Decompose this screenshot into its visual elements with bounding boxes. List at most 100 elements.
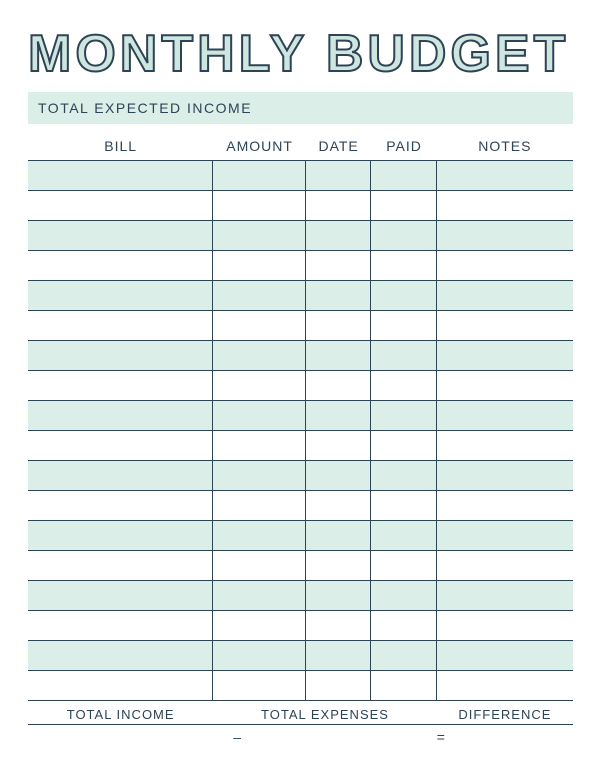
table-cell[interactable] — [371, 491, 436, 520]
table-cell[interactable] — [213, 491, 306, 520]
table-cell[interactable] — [28, 521, 213, 550]
table-cell[interactable] — [28, 401, 213, 430]
table-cell[interactable] — [28, 641, 213, 670]
table-cell[interactable] — [437, 221, 573, 250]
table-cell[interactable] — [28, 191, 213, 220]
table-cell[interactable] — [213, 341, 306, 370]
table-cell[interactable] — [306, 401, 371, 430]
table-cell[interactable] — [306, 581, 371, 610]
footer-op-minus: – — [213, 725, 436, 749]
table-cell[interactable] — [306, 431, 371, 460]
table-cell[interactable] — [437, 251, 573, 280]
table-cell[interactable] — [306, 521, 371, 550]
table-cell[interactable] — [213, 521, 306, 550]
table-cell[interactable] — [306, 161, 371, 190]
table-cell[interactable] — [306, 371, 371, 400]
table-cell[interactable] — [371, 431, 436, 460]
table-cell[interactable] — [371, 191, 436, 220]
table-cell[interactable] — [437, 161, 573, 190]
table-cell[interactable] — [371, 671, 436, 700]
table-cell[interactable] — [28, 491, 213, 520]
table-cell[interactable] — [28, 311, 213, 340]
table-cell[interactable] — [371, 461, 436, 490]
table-cell[interactable] — [28, 611, 213, 640]
table-row — [28, 370, 573, 400]
table-row — [28, 490, 573, 520]
table-cell[interactable] — [437, 581, 573, 610]
table-cell[interactable] — [28, 371, 213, 400]
table-cell[interactable] — [371, 221, 436, 250]
table-cell[interactable] — [437, 551, 573, 580]
table-header: BILL AMOUNT DATE PAID NOTES — [28, 132, 573, 160]
table-cell[interactable] — [213, 581, 306, 610]
table-cell[interactable] — [28, 461, 213, 490]
footer-total-expenses: TOTAL EXPENSES — [213, 707, 436, 722]
table-cell[interactable] — [371, 281, 436, 310]
table-cell[interactable] — [371, 401, 436, 430]
table-cell[interactable] — [437, 611, 573, 640]
table-cell[interactable] — [306, 311, 371, 340]
table-cell[interactable] — [306, 491, 371, 520]
table-row — [28, 580, 573, 610]
table-cell[interactable] — [213, 431, 306, 460]
table-cell[interactable] — [213, 611, 306, 640]
table-cell[interactable] — [437, 311, 573, 340]
footer-op-equals: = — [437, 725, 573, 749]
table-cell[interactable] — [28, 671, 213, 700]
table-cell[interactable] — [306, 611, 371, 640]
table-cell[interactable] — [306, 341, 371, 370]
table-cell[interactable] — [213, 551, 306, 580]
table-cell[interactable] — [437, 401, 573, 430]
table-cell[interactable] — [213, 311, 306, 340]
table-cell[interactable] — [371, 641, 436, 670]
table-cell[interactable] — [437, 431, 573, 460]
table-cell[interactable] — [28, 221, 213, 250]
table-cell[interactable] — [371, 251, 436, 280]
table-cell[interactable] — [371, 521, 436, 550]
table-cell[interactable] — [28, 581, 213, 610]
table-cell[interactable] — [28, 251, 213, 280]
table-cell[interactable] — [213, 191, 306, 220]
table-cell[interactable] — [213, 401, 306, 430]
table-row — [28, 280, 573, 310]
table-cell[interactable] — [437, 521, 573, 550]
table-cell[interactable] — [371, 311, 436, 340]
table-cell[interactable] — [306, 191, 371, 220]
table-cell[interactable] — [306, 281, 371, 310]
table-cell[interactable] — [213, 461, 306, 490]
table-cell[interactable] — [213, 671, 306, 700]
col-header-notes: NOTES — [437, 138, 573, 154]
table-cell[interactable] — [437, 491, 573, 520]
table-cell[interactable] — [437, 341, 573, 370]
table-cell[interactable] — [28, 161, 213, 190]
table-cell[interactable] — [306, 641, 371, 670]
table-cell[interactable] — [437, 671, 573, 700]
table-cell[interactable] — [28, 341, 213, 370]
table-cell[interactable] — [437, 641, 573, 670]
table-cell[interactable] — [213, 161, 306, 190]
table-row — [28, 670, 573, 701]
table-cell[interactable] — [213, 281, 306, 310]
table-cell[interactable] — [371, 161, 436, 190]
table-cell[interactable] — [371, 551, 436, 580]
table-cell[interactable] — [437, 191, 573, 220]
table-cell[interactable] — [213, 221, 306, 250]
table-cell[interactable] — [437, 461, 573, 490]
table-cell[interactable] — [371, 371, 436, 400]
table-cell[interactable] — [306, 671, 371, 700]
table-cell[interactable] — [371, 611, 436, 640]
table-cell[interactable] — [306, 551, 371, 580]
table-cell[interactable] — [306, 251, 371, 280]
table-cell[interactable] — [213, 251, 306, 280]
table-cell[interactable] — [28, 281, 213, 310]
table-cell[interactable] — [371, 341, 436, 370]
table-cell[interactable] — [437, 281, 573, 310]
table-cell[interactable] — [306, 461, 371, 490]
table-cell[interactable] — [28, 431, 213, 460]
table-cell[interactable] — [437, 371, 573, 400]
table-cell[interactable] — [371, 581, 436, 610]
table-cell[interactable] — [306, 221, 371, 250]
table-cell[interactable] — [28, 551, 213, 580]
table-cell[interactable] — [213, 641, 306, 670]
table-cell[interactable] — [213, 371, 306, 400]
